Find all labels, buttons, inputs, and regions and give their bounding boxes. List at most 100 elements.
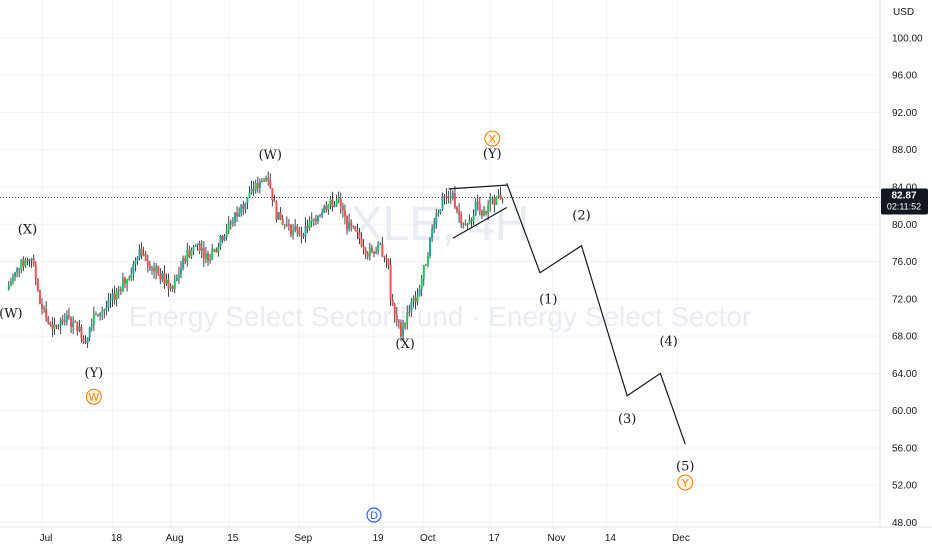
candle[interactable] [204,247,207,264]
candle[interactable] [341,202,344,218]
candle[interactable] [329,196,332,209]
candle[interactable] [124,276,126,289]
candle[interactable] [88,326,91,342]
candle[interactable] [9,278,12,287]
candle[interactable] [368,242,371,261]
candle[interactable] [111,288,114,307]
candle[interactable] [213,248,216,253]
candle[interactable] [76,321,79,336]
candle[interactable] [497,189,500,199]
candle[interactable] [155,263,158,280]
candle[interactable] [310,212,313,228]
candle[interactable] [258,178,261,194]
candle[interactable] [393,302,396,323]
candle[interactable] [138,244,141,261]
candle[interactable] [435,208,438,229]
candle[interactable] [107,292,110,312]
candle[interactable] [209,253,212,264]
candle[interactable] [456,205,458,214]
candle[interactable] [287,219,290,231]
candlesticks[interactable] [7,171,504,349]
candle[interactable] [97,313,100,318]
candle[interactable] [175,274,178,282]
candle[interactable] [128,275,131,281]
candle[interactable] [207,250,209,266]
candle[interactable] [468,214,471,225]
candle[interactable] [59,317,62,334]
candle[interactable] [416,288,419,306]
candle[interactable] [487,200,490,220]
candle[interactable] [223,234,226,242]
event-marker[interactable]: D [366,507,382,523]
candle[interactable] [101,306,104,321]
candle[interactable] [217,242,220,257]
candle[interactable] [24,257,27,268]
candle[interactable] [63,312,66,326]
candle[interactable] [167,273,170,297]
candle[interactable] [34,261,37,286]
candle[interactable] [472,209,475,226]
candle[interactable] [146,254,149,273]
candle[interactable] [150,265,153,275]
candle[interactable] [377,240,380,255]
candle[interactable] [327,204,330,215]
candle[interactable] [267,171,270,186]
candle[interactable] [142,246,145,257]
candle[interactable] [331,191,334,212]
candle[interactable] [325,201,328,213]
candle[interactable] [304,217,307,243]
candle[interactable] [78,319,81,333]
candle[interactable] [65,310,68,326]
candle[interactable] [308,216,311,231]
candle[interactable] [370,244,373,254]
candle[interactable] [485,210,488,216]
candle[interactable] [45,301,48,322]
candle[interactable] [460,211,463,229]
projection-polyline[interactable] [506,183,686,445]
candle[interactable] [94,311,97,316]
candle[interactable] [491,196,494,205]
candle[interactable] [82,335,85,344]
candle[interactable] [501,197,504,204]
candle[interactable] [439,209,442,215]
candle[interactable] [391,293,394,306]
candle[interactable] [433,217,436,234]
candle[interactable] [316,214,319,225]
candle[interactable] [453,185,456,210]
candle[interactable] [339,192,342,214]
candle[interactable] [47,315,50,325]
candle[interactable] [202,241,205,267]
candle[interactable] [358,227,361,245]
price-axis[interactable]: USD 100.00 96.00 92.00 88.00 84.00 80.00 76.00… [879,0,932,529]
candle[interactable] [296,223,299,237]
candle[interactable] [356,223,359,240]
candle[interactable] [290,223,292,238]
candle[interactable] [443,193,446,205]
candle[interactable] [242,200,245,216]
candle[interactable] [426,252,429,268]
candle[interactable] [271,187,274,207]
candle[interactable] [404,322,407,330]
candle[interactable] [447,190,450,204]
candle[interactable] [57,324,60,330]
candle[interactable] [41,298,43,315]
candle[interactable] [53,317,56,335]
candle[interactable] [165,273,168,287]
candle[interactable] [480,209,483,219]
candle[interactable] [16,267,19,278]
candle[interactable] [159,268,162,285]
candle[interactable] [314,214,317,225]
triangle-pattern[interactable] [448,184,508,239]
candle[interactable] [109,293,112,308]
candle[interactable] [113,285,116,305]
candle[interactable] [402,320,405,342]
candle[interactable] [395,306,398,327]
candle[interactable] [260,178,263,183]
candle[interactable] [134,257,137,272]
candle[interactable] [451,190,454,201]
candle[interactable] [198,240,201,255]
candle[interactable] [298,227,301,237]
candle[interactable] [126,278,129,292]
candle[interactable] [18,267,21,278]
